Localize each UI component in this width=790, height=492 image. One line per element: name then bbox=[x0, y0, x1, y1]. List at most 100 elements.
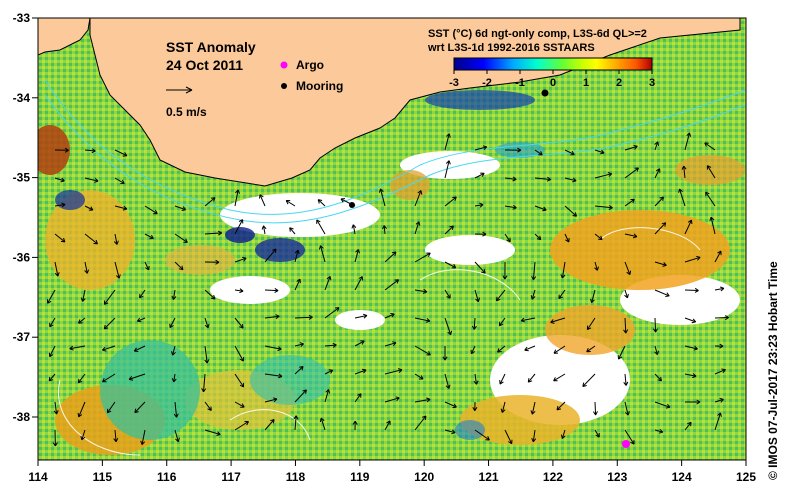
velocity-arrow bbox=[534, 177, 551, 180]
velocity-arrow-head bbox=[88, 206, 94, 211]
velocity-arrow-head bbox=[239, 357, 244, 362]
velocity-arrow bbox=[524, 345, 536, 351]
velocity-arrow bbox=[553, 345, 566, 354]
velocity-arrow bbox=[561, 429, 566, 439]
velocity-arrow-head bbox=[275, 314, 280, 320]
velocity-arrow bbox=[234, 345, 244, 362]
velocity-arrow bbox=[474, 261, 486, 274]
velocity-arrow bbox=[531, 289, 536, 300]
velocity-arrow-head bbox=[473, 380, 479, 385]
x-tick-label: 124 bbox=[672, 470, 692, 484]
velocity-arrow-head bbox=[556, 405, 562, 411]
velocity-arrow-head bbox=[397, 368, 403, 373]
velocity-arrow bbox=[504, 429, 513, 444]
velocity-arrow-head bbox=[54, 272, 60, 277]
velocity-arrow-head bbox=[586, 347, 591, 353]
velocity-arrow bbox=[474, 146, 487, 151]
velocity-arrow-head bbox=[720, 286, 725, 292]
velocity-arrow-head bbox=[479, 202, 484, 208]
velocity-arrow-head bbox=[204, 323, 210, 329]
colorbar-tick-label: -1 bbox=[515, 77, 525, 89]
velocity-arrow-head bbox=[93, 239, 98, 245]
velocity-arrow-head bbox=[289, 227, 294, 232]
velocity-arrow bbox=[234, 373, 245, 388]
colorbar: SST (°C) 6d ngt-only comp, L3S-6d QL>=2 … bbox=[427, 28, 655, 89]
velocity-arrow-head bbox=[149, 234, 154, 240]
velocity-arrow bbox=[82, 289, 86, 302]
velocity-arrow bbox=[384, 420, 391, 431]
velocity-arrow bbox=[78, 373, 86, 384]
velocity-arrow bbox=[316, 219, 326, 235]
velocity-arrow-head bbox=[470, 349, 475, 355]
velocity-arrow-head bbox=[239, 382, 245, 388]
y-axis-latitude: -33 -34 -35 -36 -37 -38 bbox=[13, 11, 38, 424]
velocity-arrow bbox=[534, 205, 547, 211]
velocity-arrow bbox=[714, 287, 724, 291]
velocity-arrow-head bbox=[244, 421, 249, 426]
velocity-arrow bbox=[234, 421, 249, 431]
velocity-arrow bbox=[414, 415, 427, 431]
velocity-arrow-head bbox=[48, 376, 54, 382]
velocity-arrow bbox=[444, 225, 454, 235]
velocity-arrow-head bbox=[553, 377, 558, 382]
velocity-arrow-head bbox=[261, 225, 267, 230]
velocity-arrow-head bbox=[558, 294, 563, 300]
velocity-arrow-head bbox=[553, 349, 559, 354]
velocity-arrow-head bbox=[426, 397, 431, 403]
velocity-arrow-head bbox=[270, 419, 275, 424]
colorbar-ramp bbox=[453, 57, 653, 71]
velocity-arrow bbox=[414, 252, 431, 263]
velocity-arrow bbox=[624, 261, 631, 275]
velocity-arrow-head bbox=[272, 397, 278, 403]
velocity-arrow bbox=[582, 373, 596, 387]
velocity-arrow-head bbox=[630, 440, 635, 445]
velocity-arrow bbox=[564, 233, 570, 243]
velocity-arrow bbox=[414, 345, 431, 356]
velocity-arrow bbox=[84, 205, 94, 211]
velocity-arrow-head bbox=[173, 413, 179, 418]
velocity-arrow-head bbox=[624, 293, 629, 299]
velocity-arrow-head bbox=[590, 298, 595, 303]
velocity-arrow-head bbox=[686, 132, 692, 137]
velocity-arrow-head bbox=[391, 251, 397, 256]
velocity-arrow-head bbox=[60, 177, 65, 183]
velocity-arrow-head bbox=[417, 190, 423, 195]
velocity-arrow-head bbox=[586, 325, 592, 331]
velocity-arrow bbox=[654, 168, 661, 179]
velocity-arrow bbox=[564, 177, 577, 182]
velocity-arrow-head bbox=[594, 266, 599, 271]
velocity-arrow-head bbox=[496, 296, 501, 302]
velocity-arrow bbox=[324, 307, 340, 319]
velocity-arrow bbox=[294, 389, 307, 403]
velocity-arrow-head bbox=[485, 436, 490, 441]
velocity-arrow bbox=[684, 219, 692, 235]
velocity-arrow-head bbox=[445, 384, 451, 389]
velocity-arrow-head bbox=[134, 408, 139, 414]
velocity-arrow bbox=[594, 205, 613, 209]
velocity-arrow-head bbox=[61, 202, 66, 208]
velocity-arrow bbox=[624, 373, 627, 386]
velocity-arrow-head bbox=[497, 348, 502, 353]
velocity-arrow bbox=[497, 345, 506, 353]
velocity-arrow bbox=[504, 205, 517, 209]
velocity-arrow bbox=[624, 429, 635, 445]
velocity-arrow-head bbox=[351, 224, 357, 229]
velocity-arrow bbox=[106, 401, 116, 414]
velocity-arrow-head bbox=[318, 245, 324, 250]
velocity-arrow bbox=[384, 342, 397, 347]
velocity-arrow bbox=[532, 261, 536, 280]
velocity-arrow bbox=[594, 233, 603, 240]
velocity-arrow-head bbox=[153, 209, 158, 215]
velocity-arrow-head bbox=[239, 324, 244, 329]
colorbar-tick-label: 2 bbox=[616, 77, 622, 89]
velocity-arrow-head bbox=[302, 389, 307, 394]
velocity-arrow bbox=[49, 317, 56, 328]
velocity-arrow-head bbox=[572, 177, 577, 183]
svg-text:Mooring: Mooring bbox=[296, 79, 343, 93]
velocity-arrow-head bbox=[655, 168, 661, 173]
velocity-arrow bbox=[444, 261, 456, 269]
map-title: SST Anomaly bbox=[166, 39, 256, 55]
velocity-arrow-head bbox=[626, 270, 632, 275]
velocity-arrow-head bbox=[451, 429, 456, 435]
velocity-arrow-head bbox=[360, 340, 365, 345]
